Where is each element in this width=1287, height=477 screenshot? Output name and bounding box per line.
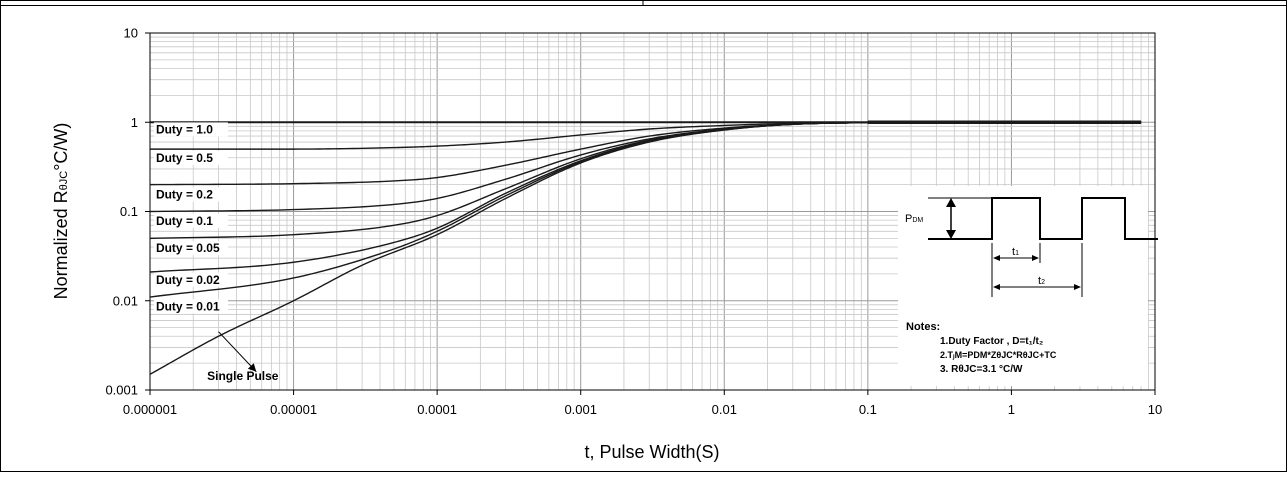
x-tick-label: 10 xyxy=(1148,402,1162,417)
y-tick-label: 0.001 xyxy=(105,383,138,398)
series-label: Duty = 0.05 xyxy=(156,241,220,255)
series-label: Duty = 1.0 xyxy=(156,122,213,136)
x-tick-label: 1 xyxy=(1008,402,1015,417)
pulse-waveform xyxy=(928,197,1158,240)
series-label-bg xyxy=(153,299,228,314)
t2-label: t2 xyxy=(1038,275,1045,287)
y-tick-label: 1 xyxy=(131,115,138,130)
single-pulse-label: Single Pulse xyxy=(207,369,279,383)
y-tick-label: 0.01 xyxy=(113,293,138,308)
t1-label-sub: 1 xyxy=(1015,250,1019,257)
inset-background xyxy=(898,186,1148,386)
y-axis-title: Normalized RθJC°C/W) xyxy=(51,123,71,300)
note-1: 1.Duty Factor , D=t₁/t₂ xyxy=(940,336,1043,347)
series-label-bg xyxy=(153,187,228,202)
y-tick-label: 0.1 xyxy=(120,204,138,219)
pdm-label-main: P xyxy=(905,213,912,225)
series-label: Duty = 0.2 xyxy=(156,187,213,201)
t1-label: t1 xyxy=(1012,246,1019,258)
t2-label-sub: 2 xyxy=(1041,279,1045,286)
t1-arrow-left xyxy=(993,255,1000,261)
x-tick-label: 0.1 xyxy=(859,402,877,417)
curves xyxy=(149,120,1142,375)
x-axis-title: t, Pulse Width(S) xyxy=(584,442,719,462)
y-axis-title-sub: θJC xyxy=(58,171,70,191)
series-label: Duty = 0.02 xyxy=(156,273,220,287)
x-tick-label: 0.00001 xyxy=(270,402,317,417)
note-2: 2.TⱼM=PDM*ZθJC*RθJC+TC xyxy=(940,350,1057,360)
pdm-arrow-down xyxy=(946,230,956,239)
note-3: 3. RθJC=3.1 °C/W xyxy=(940,364,1023,375)
y-tick-label: 10 xyxy=(124,26,138,41)
series-label: Duty = 0.5 xyxy=(156,151,213,165)
t1-arrow-right xyxy=(1032,255,1039,261)
y-axis-title-post: °C/W) xyxy=(51,123,71,171)
pdm-label-sub: DM xyxy=(912,217,923,224)
pdm-label: PDM xyxy=(905,213,923,225)
series-label-bg xyxy=(153,272,228,287)
notes-title: Notes: xyxy=(906,321,940,333)
inset-panel: PDM t1 t2 Notes: 1.Duty Factor , D=t₁/t₂… xyxy=(898,186,1158,386)
x-tick-label: 0.001 xyxy=(564,402,597,417)
t2-arrow-left xyxy=(993,284,1000,290)
pdm-arrow-up xyxy=(946,198,956,207)
tick-labels: 0.000001 0.00001 0.0001 0.001 0.01 0.1 1 10 0.00… xyxy=(105,26,1162,418)
x-tick-label: 0.0001 xyxy=(417,402,457,417)
series-label-bg xyxy=(153,150,228,165)
x-tick-label: 0.01 xyxy=(712,402,737,417)
series-label: Duty = 0.1 xyxy=(156,214,213,228)
x-tick-label: 0.000001 xyxy=(123,402,177,417)
t2-arrow-right xyxy=(1074,284,1081,290)
series-labels: Duty = 1.0 Duty = 0.5 Duty = 0.2 Duty = 0.1… xyxy=(153,122,228,314)
series-line-duty-0-2 xyxy=(149,121,1142,186)
single-pulse-arrow xyxy=(218,331,257,373)
y-axis-title-pre: Normalized R xyxy=(51,190,71,299)
series-label-bg xyxy=(153,122,228,137)
series-label: Duty = 0.01 xyxy=(156,299,220,313)
t2-label-main: t xyxy=(1038,275,1041,287)
t1-label-main: t xyxy=(1012,246,1015,258)
series-label-bg xyxy=(153,241,228,256)
single-pulse-arrowhead xyxy=(247,363,257,372)
series-label-bg xyxy=(153,213,228,228)
